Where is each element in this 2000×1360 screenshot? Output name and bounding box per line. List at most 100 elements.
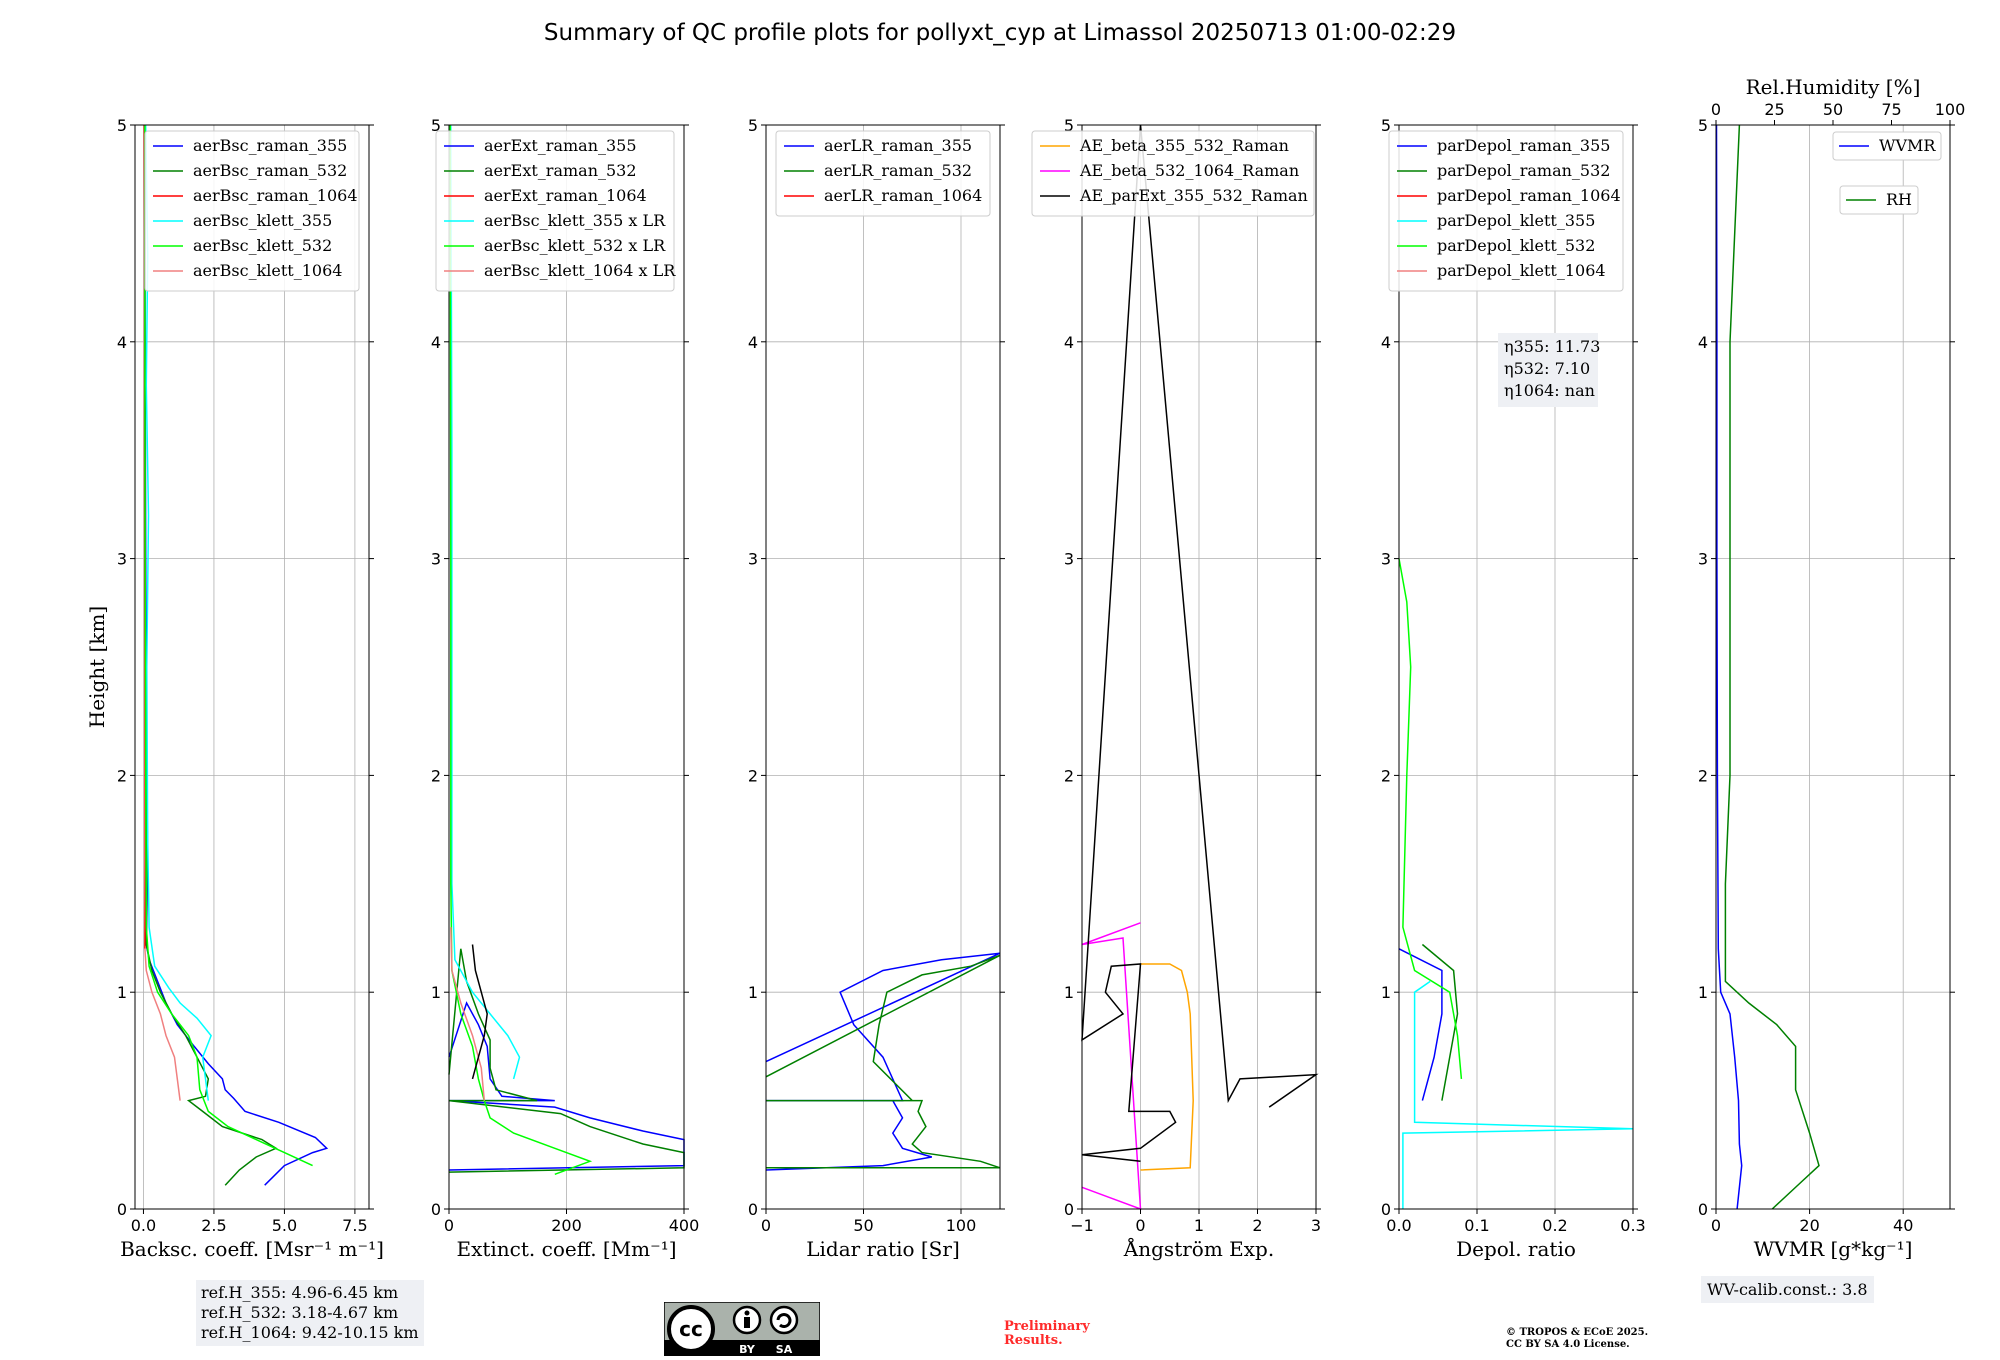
legend-label: aerLR_raman_532 [824,161,972,180]
series-aerBsc-klett-1064 [144,948,181,1101]
legend-label: WVMR [1879,136,1936,155]
ref-height-532: ref.H_532: 3.18-4.67 km [201,1303,399,1322]
y-tick-label: 4 [1064,333,1074,352]
axes-frame [765,124,1001,1210]
legend-label: parDepol_raman_532 [1437,161,1610,180]
panel-extinction: 0 200 400 0 1 2 3 4 5 Extinct. coeff. [Mm⁻¹] aerEx… [431,116,699,1261]
series-aerBsc-klett-355 [144,124,212,1101]
series-black-profile [471,944,488,1080]
y-tick-label: 5 [431,116,441,135]
y-tick-label: 3 [431,550,441,569]
x-tick-label: 2 [1252,1216,1262,1235]
series-parDepol-klett-532 [1398,558,1463,1079]
legend-label: aerExt_raman_355 [484,136,637,155]
legend-box [1388,130,1624,292]
y-tick-label: 5 [1064,116,1074,135]
y-tick-label: 3 [1698,550,1708,569]
cc-by-sa-license-logo: cc BY SA [664,1302,820,1356]
share-alike-icon [769,1305,799,1335]
x-axis-label: Backsc. coeff. [Msr⁻¹ m⁻¹] [120,1237,384,1261]
y-tick-label: 5 [748,116,758,135]
y-tick-label: 0 [1698,1200,1708,1219]
y-tick-label: 0 [1064,1200,1074,1219]
x-tick-label: 0 [761,1216,771,1235]
legend-label: parDepol_klett_1064 [1437,261,1606,280]
reference-height-box: ref.H_355: 4.96-6.45 km ref.H_532: 3.18-… [196,1280,424,1346]
y-tick-label: 0 [117,1200,127,1219]
figure-title: Summary of QC profile plots for pollyxt_… [543,20,1457,46]
series-RH [1724,124,1820,1210]
x-tick-label: 0.0 [1386,1216,1411,1235]
x-tick-label: 100 [946,1216,977,1235]
legend-label: AE_parExt_355_532_Raman [1079,186,1308,205]
series-aerLR-raman-532 [765,954,1001,1169]
x-tick-label: 0.3 [1620,1216,1645,1235]
x-tick-label: 7.5 [342,1216,367,1235]
legend-label: aerBsc_raman_355 [193,136,347,155]
y-tick-label: 2 [1381,766,1391,785]
series-aerBsc-klett-532-x-LR [449,124,593,1176]
x-tick-label: 5.0 [272,1216,297,1235]
preliminary-results-note: Preliminary Results. [1004,1319,1090,1348]
x-tick-label: 0 [1711,1216,1721,1235]
x-tick-label: 200 [551,1216,582,1235]
legend-box [435,130,675,292]
legend-label: aerBsc_klett_532 [193,236,332,255]
legend-box [144,130,360,292]
x-tick-label: 3 [1311,1216,1321,1235]
y-tick-label: 2 [431,766,441,785]
y-axis-label: Height [km] [85,606,109,728]
legend-label: AE_beta_355_532_Raman [1079,136,1289,155]
legend-box [1031,130,1315,217]
legend-box [775,130,991,217]
legend-label: parDepol_klett_532 [1437,236,1595,255]
cc-letters: cc [679,1317,703,1341]
cc-sa-label: SA [776,1343,793,1356]
legend-label: parDepol_raman_355 [1437,136,1610,155]
legend-box [1839,185,1919,215]
panel-lidarratio: 0 50 100 0 1 2 3 4 5 Lidar ratio [Sr] aerLR_raman_… [748,116,1005,1261]
y-tick-label: 5 [117,116,127,135]
x2-tick-label: 75 [1881,100,1901,119]
axes-frame [1715,124,1951,1210]
y-tick-label: 1 [431,983,441,1002]
eta-annotation: η532: 7.10 [1504,359,1590,378]
legend-label: aerBsc_klett_355 x LR [484,211,666,230]
y-tick-label: 0 [1381,1200,1391,1219]
series-parDepol-raman-532 [1421,943,1459,1101]
x-tick-label: 0.2 [1542,1216,1567,1235]
legend-label: AE_beta_532_1064_Raman [1079,161,1299,180]
legend-label: aerBsc_raman_532 [193,161,347,180]
y-tick-label: 4 [1381,333,1391,352]
axes-frame [1398,124,1634,1210]
x-tick-label: −1 [1070,1216,1094,1235]
panel-backscatter: 0.0 2.5 5.0 7.5 0 1 2 3 4 5 Backsc. coeff. [Msr⁻¹ … [85,116,384,1261]
legend-label: aerExt_raman_532 [484,161,637,180]
x-axis-label: WVMR [g*kg⁻¹] [1754,1237,1913,1261]
y-tick-label: 1 [748,983,758,1002]
legend-label: aerLR_raman_355 [824,136,972,155]
y-tick-label: 1 [1381,983,1391,1002]
eta-annotation: η355: 11.73 [1504,337,1600,356]
ref-height-355: ref.H_355: 4.96-6.45 km [201,1283,399,1302]
cc-by-label: BY [739,1343,756,1356]
axes-frame [134,124,370,1210]
x-tick-label: 50 [853,1216,873,1235]
x-axis-label: Extinct. coeff. [Mm⁻¹] [456,1237,676,1261]
panel-wvmr: 0 20 40 0 1 2 3 4 5 WVMR [g*kg⁻¹] 0 25 50 75 100 Rel.Hu… [1698,75,1965,1261]
x-tick-label: 0.1 [1464,1216,1489,1235]
eta-annotation-box [1498,333,1598,407]
legend-label: aerBsc_klett_1064 [193,261,342,280]
x-tick-label: 2.5 [201,1216,226,1235]
series-parDepol-raman-355 [1398,948,1443,1101]
series-aerLR-raman-355 [765,952,1001,1171]
legend-label: aerExt_raman_1064 [484,186,647,205]
y-tick-label: 0 [748,1200,758,1219]
y-tick-label: 1 [1064,983,1074,1002]
x-axis-label: Lidar ratio [Sr] [806,1237,960,1261]
y-tick-label: 4 [431,333,441,352]
series-AE-parExt-355-532-Raman [1081,124,1319,1163]
y-tick-label: 2 [1698,766,1708,785]
